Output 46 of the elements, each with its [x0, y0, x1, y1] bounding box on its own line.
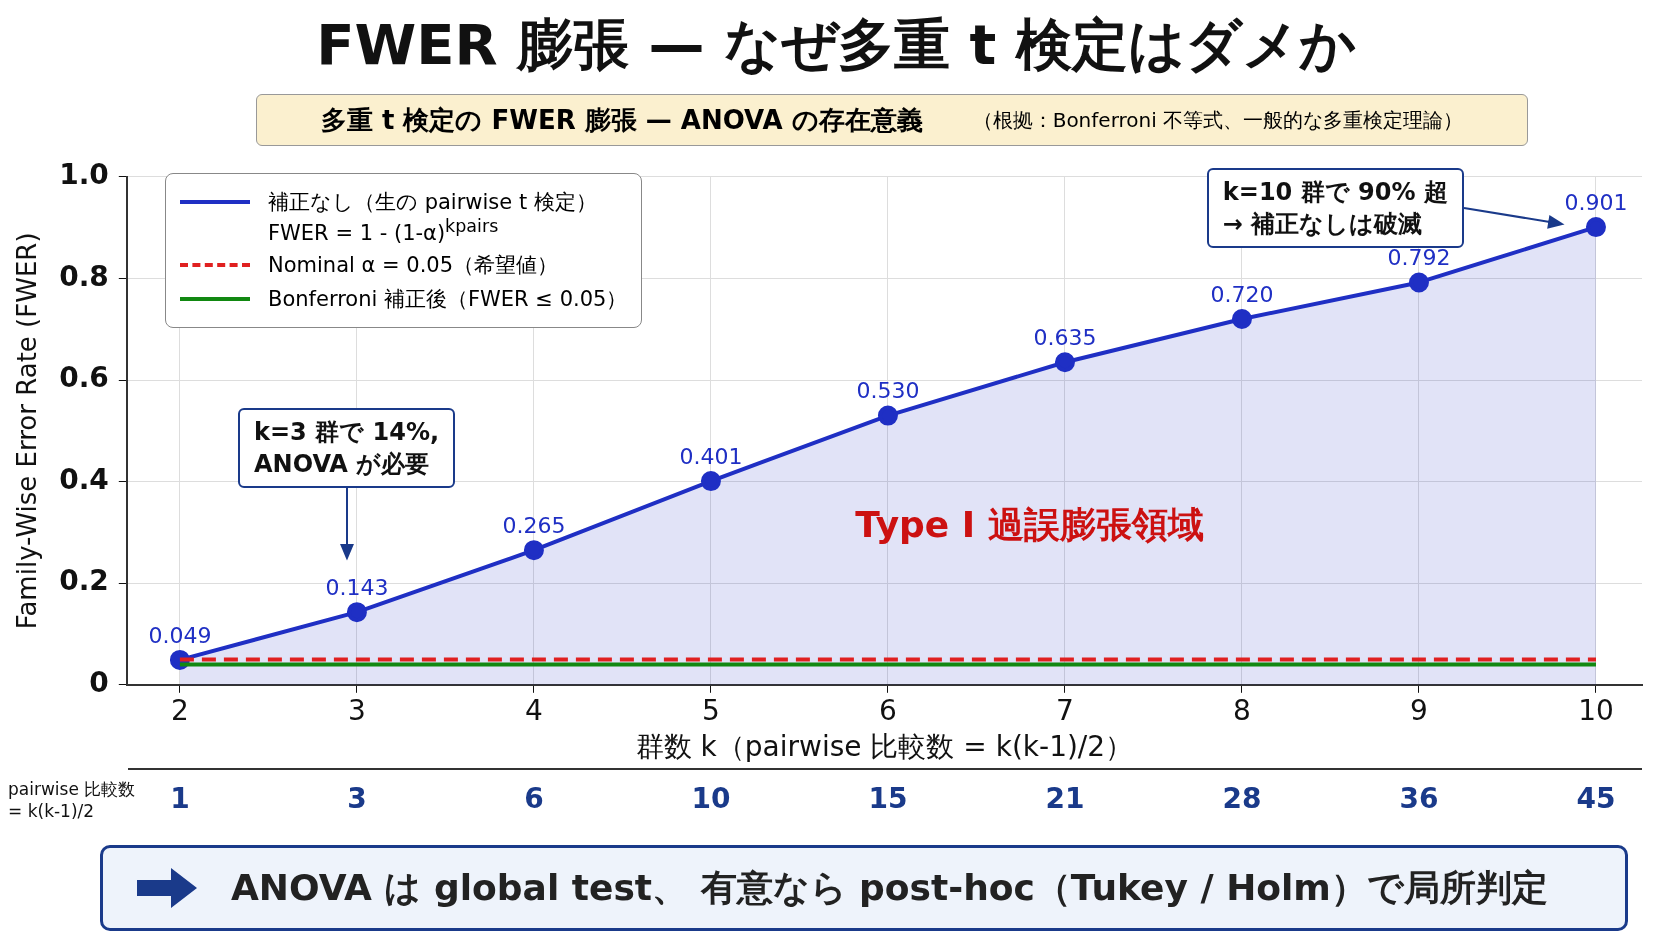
y-tick-label: 0: [89, 666, 109, 700]
data-label: 0.265: [502, 512, 566, 538]
point: [1054, 352, 1075, 373]
point: [877, 405, 898, 426]
y-tick-label: 0.2: [59, 564, 109, 598]
text: ANOVA は global test、 有意なら post-hoc（Tukey / Holm）で局所判定: [231, 865, 1548, 910]
x-tick-label: 10: [1578, 693, 1614, 727]
x-axis-title: 群数 k（pairwise 比較数 = k(k-1)/2）: [635, 730, 1134, 764]
point: [346, 602, 367, 623]
y-tick-label: 1.0: [59, 158, 109, 192]
data-label: 0.049: [148, 622, 212, 648]
annotation: k=3 群で 14%, ANOVA が必要: [238, 408, 456, 489]
chart-subtitle: 多重 t 検定の FWER 膨張 — ANOVA の存在意義: [320, 103, 923, 137]
point: [1408, 272, 1429, 293]
y-axis-title: Family-Wise Error Rate (FWER): [12, 232, 43, 630]
y-tick-label: 0.4: [59, 462, 109, 496]
data-label: 0.792: [1387, 245, 1451, 271]
data-label: 0.530: [856, 378, 920, 404]
point: [523, 540, 544, 561]
text: 1 3 6 10 15 21 28 36 45: [170, 782, 1616, 815]
data-label: 0.635: [1033, 324, 1097, 350]
data-label: 0.143: [325, 574, 389, 600]
data-label: 0.401: [679, 443, 743, 469]
x-tick-label: 9: [1410, 693, 1428, 727]
y-tick-label: 0.6: [59, 361, 109, 395]
x-tick-label: 8: [1233, 693, 1251, 727]
point: [1585, 217, 1606, 238]
point: [700, 471, 721, 492]
x-tick-label: 4: [525, 693, 543, 727]
y-tick-label: 0.8: [59, 259, 109, 293]
x-tick-label: 5: [702, 693, 720, 727]
x-tick-label: 6: [879, 693, 897, 727]
legend-label: Nominal α = 0.05（希望値）: [268, 252, 559, 279]
point: [1231, 309, 1252, 330]
annotation: Type I 過誤膨張領域: [855, 503, 1204, 545]
data-label: 0.901: [1564, 189, 1628, 215]
text: pairwise 比較数 = k(k-1)/2: [8, 778, 136, 822]
legend-label: Bonferroni 補正後（FWER ≤ 0.05）: [268, 286, 628, 313]
annotation: k=10 群で 90% 超 → 補正なしは破滅: [1222, 177, 1448, 238]
chart-title: FWER 膨張 — なぜ多重 t 検定はダメか: [315, 11, 1357, 79]
x-tick-label: 3: [348, 693, 366, 727]
text: （根拠：Bonferroni 不等式、一般的な多重検定理論）: [972, 106, 1464, 134]
x-tick-label: 7: [1056, 693, 1074, 727]
legend-label: 補正なし（生の pairwise t 検定） FWER = 1 - (1-α)$^{kpairs}$: [268, 189, 597, 245]
data-label: 0.720: [1210, 281, 1274, 307]
x-tick-label: 2: [170, 693, 189, 727]
